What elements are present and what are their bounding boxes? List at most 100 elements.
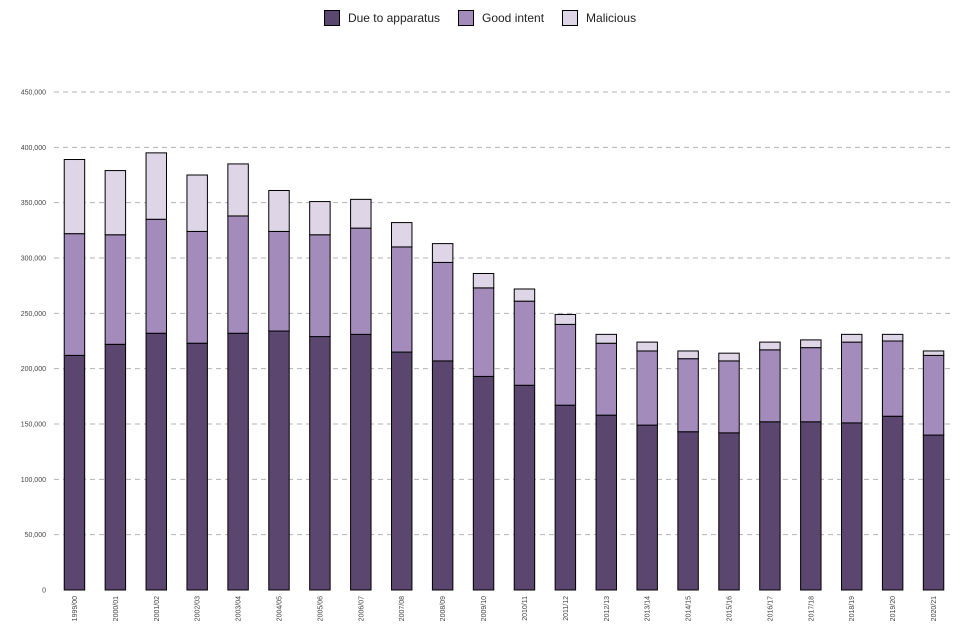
bar-good-intent-2009-10[interactable] — [472, 287, 495, 377]
bar-malicious-2015-16[interactable] — [718, 352, 740, 362]
x-tick-label: 2002/03 — [195, 596, 202, 621]
bar-good-intent-2003-04[interactable] — [227, 215, 249, 334]
bar-malicious-2010-11[interactable] — [513, 288, 536, 302]
bar-good-intent-2006-07[interactable] — [350, 227, 372, 335]
bar-good-intent-2001-02[interactable] — [145, 218, 168, 334]
bar-malicious-2005-06[interactable] — [309, 201, 331, 236]
x-tick-label: 2015/16 — [727, 596, 734, 621]
bar-malicious-2014-15[interactable] — [677, 350, 699, 360]
bar-due-to-apparatus-2014-15[interactable] — [677, 431, 699, 591]
y-tick-label: 300,000 — [21, 256, 46, 263]
bars — [63, 152, 945, 591]
bar-good-intent-2002-03[interactable] — [186, 230, 208, 344]
bar-malicious-2017-18[interactable] — [800, 339, 822, 349]
bar-due-to-apparatus-2006-07[interactable] — [350, 333, 372, 591]
x-tick-label: 2013/14 — [645, 596, 652, 621]
bar-due-to-apparatus-2000-01[interactable] — [104, 343, 127, 591]
bar-good-intent-2016-17[interactable] — [759, 349, 781, 423]
y-tick-label: 50,000 — [25, 532, 47, 539]
bar-good-intent-2008-09[interactable] — [431, 261, 454, 362]
bar-good-intent-2013-14[interactable] — [636, 350, 658, 426]
bar-good-intent-2004-05[interactable] — [268, 230, 290, 332]
x-tick-label: 2003/04 — [236, 596, 243, 621]
bar-due-to-apparatus-2013-14[interactable] — [636, 424, 658, 591]
bar-malicious-2006-07[interactable] — [350, 198, 372, 229]
legend-item-good-intent[interactable]: Good intent — [458, 10, 544, 26]
bar-malicious-2020-21[interactable] — [922, 350, 945, 356]
legend-swatch-good-intent — [458, 10, 474, 26]
x-tick-label: 2010/11 — [522, 596, 529, 621]
bar-malicious-2008-09[interactable] — [431, 243, 454, 263]
bar-due-to-apparatus-2016-17[interactable] — [759, 421, 781, 591]
bar-good-intent-2007-08[interactable] — [391, 246, 413, 353]
bar-due-to-apparatus-2001-02[interactable] — [145, 332, 168, 591]
bar-malicious-2011-12[interactable] — [554, 313, 577, 325]
y-tick-label: 200,000 — [21, 366, 46, 373]
bar-due-to-apparatus-2004-05[interactable] — [268, 330, 290, 591]
bar-due-to-apparatus-2020-21[interactable] — [922, 434, 945, 591]
bar-good-intent-2014-15[interactable] — [677, 358, 699, 433]
bar-malicious-2019-20[interactable] — [881, 333, 904, 342]
bar-good-intent-2000-01[interactable] — [104, 234, 127, 345]
bar-good-intent-2010-11[interactable] — [513, 300, 536, 386]
legend: Due to apparatus Good intent Malicious — [0, 10, 960, 26]
x-tick-label: 2020/21 — [931, 596, 938, 621]
bar-due-to-apparatus-2002-03[interactable] — [186, 342, 208, 591]
legend-item-due-to-apparatus[interactable]: Due to apparatus — [323, 10, 440, 26]
bar-due-to-apparatus-1999-00[interactable] — [63, 354, 86, 591]
x-tick-label: 2000/01 — [113, 596, 120, 621]
bar-due-to-apparatus-2019-20[interactable] — [881, 415, 904, 591]
y-tick-label: 150,000 — [21, 422, 46, 429]
legend-label-good-intent: Good intent — [482, 11, 545, 25]
bar-due-to-apparatus-2010-11[interactable] — [513, 384, 536, 591]
bar-malicious-2013-14[interactable] — [636, 341, 658, 352]
bar-due-to-apparatus-2008-09[interactable] — [431, 360, 454, 591]
bar-malicious-2003-04[interactable] — [227, 163, 249, 217]
bar-good-intent-2019-20[interactable] — [881, 340, 904, 417]
bar-due-to-apparatus-2005-06[interactable] — [309, 336, 331, 591]
y-tick-label: 0 — [42, 588, 46, 595]
bar-malicious-2002-03[interactable] — [186, 174, 208, 232]
bar-due-to-apparatus-2012-13[interactable] — [595, 414, 618, 591]
bar-malicious-2007-08[interactable] — [391, 222, 413, 248]
x-tick-label: 2009/10 — [481, 596, 488, 621]
bar-good-intent-2011-12[interactable] — [554, 323, 577, 406]
bar-good-intent-2005-06[interactable] — [309, 234, 331, 338]
bar-malicious-1999-00[interactable] — [63, 159, 86, 235]
bar-good-intent-1999-00[interactable] — [63, 233, 86, 356]
bar-due-to-apparatus-2017-18[interactable] — [800, 421, 822, 591]
bar-due-to-apparatus-2015-16[interactable] — [718, 432, 740, 591]
y-tick-label: 100,000 — [21, 477, 46, 484]
bar-good-intent-2012-13[interactable] — [595, 342, 618, 416]
y-axis-ticks: 0 50,000 100,000 150,000 200,000 250,000 300,0… — [21, 90, 46, 595]
x-tick-label: 2007/08 — [399, 596, 406, 621]
bar-due-to-apparatus-2011-12[interactable] — [554, 404, 577, 591]
x-tick-label: 2001/02 — [154, 596, 161, 621]
bar-due-to-apparatus-2007-08[interactable] — [391, 351, 413, 591]
bar-malicious-2009-10[interactable] — [472, 272, 495, 289]
bar-malicious-2016-17[interactable] — [759, 341, 781, 351]
bar-malicious-2000-01[interactable] — [104, 170, 127, 236]
bar-good-intent-2018-19[interactable] — [841, 341, 863, 424]
bar-good-intent-2020-21[interactable] — [922, 354, 945, 436]
bar-malicious-2012-13[interactable] — [595, 333, 618, 344]
bar-due-to-apparatus-2018-19[interactable] — [841, 422, 863, 591]
bar-malicious-2004-05[interactable] — [268, 189, 290, 232]
bar-good-intent-2015-16[interactable] — [718, 360, 740, 434]
legend-item-malicious[interactable]: Malicious — [562, 10, 636, 26]
x-tick-label: 2014/15 — [686, 596, 693, 621]
legend-label-due-to-apparatus: Due to apparatus — [347, 11, 440, 25]
legend-label-malicious: Malicious — [586, 11, 637, 25]
bar-due-to-apparatus-2009-10[interactable] — [472, 375, 495, 591]
y-tick-label: 350,000 — [21, 200, 46, 207]
bar-good-intent-2017-18[interactable] — [800, 347, 822, 423]
x-axis-ticks: 1999/00 2000/01 2001/02 2002/03 2003/04 2004/… — [72, 596, 938, 621]
y-tick-label: 250,000 — [21, 311, 46, 318]
bar-malicious-2018-19[interactable] — [841, 333, 863, 343]
bar-due-to-apparatus-2003-04[interactable] — [227, 332, 249, 591]
x-tick-label: 2016/17 — [767, 596, 774, 621]
bar-malicious-2001-02[interactable] — [145, 152, 168, 220]
x-tick-label: 2008/09 — [440, 596, 447, 621]
y-tick-label: 450,000 — [21, 90, 46, 97]
